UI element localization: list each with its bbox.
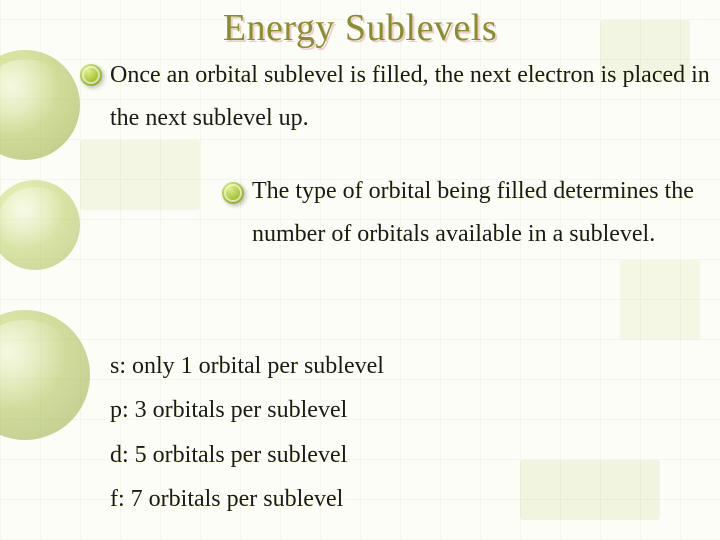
- list-item: d: 5 orbitals per sublevel: [110, 433, 384, 477]
- list-item: s: only 1 orbital per sublevel: [110, 344, 384, 388]
- list-item: p: 3 orbitals per sublevel: [110, 388, 384, 432]
- bg-swatch: [620, 260, 700, 340]
- bg-swatch: [80, 140, 200, 210]
- list-item: f: 7 orbitals per sublevel: [110, 477, 384, 521]
- paragraph-2: The type of orbital being filled determi…: [252, 170, 710, 256]
- orbital-list: s: only 1 orbital per sublevel p: 3 orbi…: [110, 344, 384, 522]
- bg-swatch: [520, 460, 660, 520]
- slide-title: Energy Sublevels: [0, 6, 720, 50]
- paragraph-1: Once an orbital sublevel is filled, the …: [110, 54, 720, 140]
